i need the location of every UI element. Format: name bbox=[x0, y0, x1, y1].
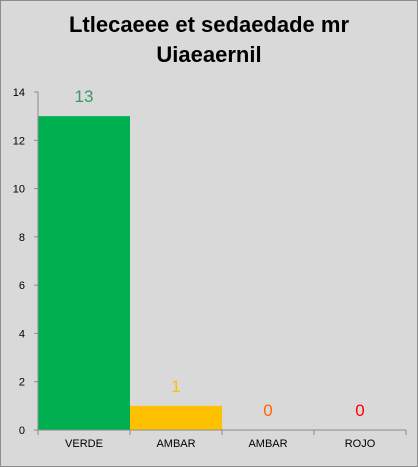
data-label: 13 bbox=[75, 87, 94, 106]
y-tick-label: 12 bbox=[13, 135, 25, 147]
y-tick-label: 4 bbox=[19, 328, 25, 340]
x-tick-label: AMBAR bbox=[248, 438, 287, 450]
y-tick-label: 14 bbox=[13, 87, 25, 99]
bars-group bbox=[38, 116, 222, 430]
x-tick-label: AMBAR bbox=[156, 438, 195, 450]
y-tick-label: 10 bbox=[13, 184, 25, 196]
data-label: 0 bbox=[355, 401, 364, 420]
bar-ambar-1 bbox=[130, 406, 222, 430]
y-tick-label: 8 bbox=[19, 232, 25, 244]
x-tick-label: VERDE bbox=[65, 438, 103, 450]
data-label: 1 bbox=[171, 377, 180, 396]
y-tick-label: 2 bbox=[19, 377, 25, 389]
x-tick-label: ROJO bbox=[345, 438, 376, 450]
bar-verde-0 bbox=[38, 116, 130, 430]
data-label: 0 bbox=[263, 401, 272, 420]
y-tick-label: 6 bbox=[19, 280, 25, 292]
y-tick-label: 0 bbox=[19, 425, 25, 437]
